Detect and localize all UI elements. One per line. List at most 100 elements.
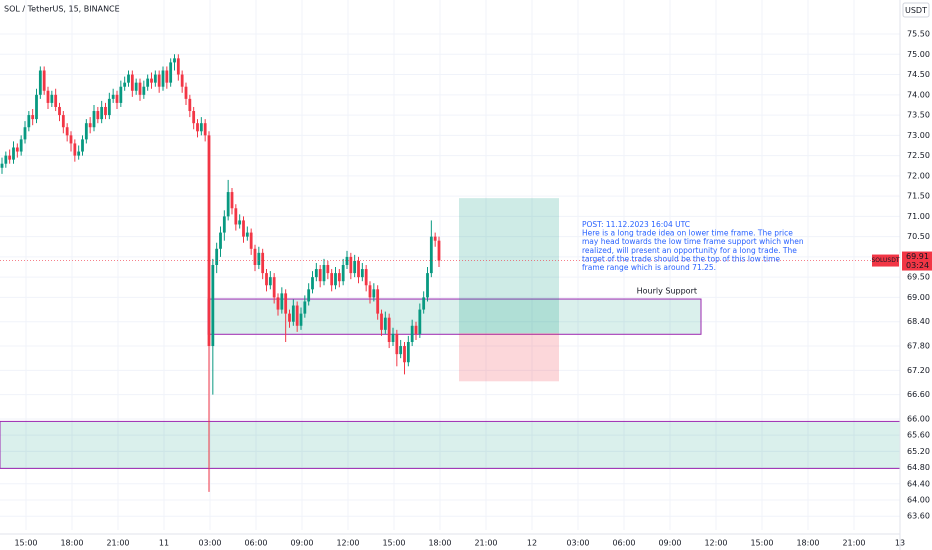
currency[interactable]: USDT [905, 6, 927, 15]
x-tick-label: 18:00 [60, 539, 83, 548]
candle-body [96, 111, 100, 120]
candle-body [12, 147, 15, 160]
candle-body [349, 256, 353, 274]
candle-body [146, 78, 150, 87]
y-tick-label: 71.50 [907, 192, 930, 201]
candle-body [395, 333, 399, 355]
candle-body [92, 111, 96, 128]
y-tick-label: 66.60 [907, 390, 930, 399]
candle-body [426, 273, 429, 298]
candle-body [50, 94, 54, 103]
candle-body [115, 94, 119, 103]
candle-body [272, 277, 276, 298]
candle-body [422, 297, 426, 310]
candle-body [242, 220, 245, 237]
candle-body [276, 297, 280, 310]
candle-body [84, 123, 88, 140]
candle-body [368, 285, 372, 298]
y-tick-label: 63.60 [907, 512, 930, 521]
candle-body [222, 216, 226, 233]
candle-body [184, 86, 188, 99]
x-tick-label: 18:00 [796, 539, 819, 548]
y-tick-label: 65.60 [907, 431, 930, 440]
candle-body [199, 123, 203, 132]
y-tick-label: 64.80 [907, 463, 930, 472]
candle-body [376, 289, 380, 314]
candle-body [42, 70, 46, 91]
candle-body [399, 346, 403, 355]
candle-body [192, 111, 196, 124]
candle-body [387, 317, 391, 342]
x-tick-label: 21:00 [842, 539, 865, 548]
candle-body [337, 273, 341, 282]
candle-body [353, 260, 357, 274]
y-tick-label: 74.00 [907, 90, 930, 99]
currency-box[interactable] [902, 2, 930, 18]
candle-body [437, 240, 441, 261]
x-tick-label: 03:00 [566, 539, 589, 548]
y-tick-label: 75.00 [907, 50, 930, 59]
candle-body [334, 273, 337, 286]
symbol-label: SOLUSDT [871, 257, 899, 264]
chart-title: SOL / TetherUS, 15, BINANCE [4, 5, 120, 14]
y-tick-label: 66.00 [907, 414, 930, 423]
candle-body [307, 289, 311, 302]
candle-body [330, 273, 334, 286]
candle-body [23, 127, 27, 140]
candle-body [150, 78, 153, 83]
x-tick-label: 12:00 [704, 539, 727, 548]
candle-body [4, 155, 8, 164]
y-tick-label: 73.50 [907, 111, 930, 120]
candle-body [19, 139, 23, 152]
candle-body [142, 86, 146, 95]
candle-body [169, 62, 173, 83]
candle-body [429, 236, 433, 274]
x-tick-label: 15:00 [750, 539, 773, 548]
candle-body [360, 269, 364, 278]
x-tick-label: 21:00 [106, 539, 129, 548]
candle-body [176, 58, 180, 75]
x-tick-label: 03:00 [198, 539, 221, 548]
symbol-tag [872, 254, 899, 267]
candle-body [65, 127, 69, 136]
candle-body [165, 70, 169, 83]
candle-body [8, 155, 12, 160]
y-tick-label: 70.50 [907, 232, 930, 241]
y-tick-label: 64.40 [907, 479, 930, 488]
x-tick-label: 09:00 [658, 539, 681, 548]
annotation-text: target of the trade should be the top of… [582, 254, 780, 263]
candle-body [31, 115, 35, 120]
y-tick-label: 65.20 [907, 447, 930, 456]
candle-body [134, 82, 138, 91]
candle-body [288, 313, 291, 322]
y-tick-label: 67.80 [907, 342, 930, 351]
annotation-text: frame range which is around 71.25. [582, 263, 716, 272]
candle-body [35, 94, 38, 120]
candle-body [119, 86, 123, 103]
candle-body [391, 333, 395, 342]
y-tick-label: 64.00 [907, 496, 930, 505]
stop-box [459, 333, 559, 382]
candle-body [433, 236, 437, 241]
x-tick-label: 09:00 [290, 539, 313, 548]
candle-body [341, 265, 345, 282]
candle-body [364, 269, 368, 286]
candle-body [77, 151, 81, 156]
candle-body [291, 305, 295, 322]
candle-body [230, 192, 234, 209]
y-tick-label: 69.50 [907, 273, 930, 282]
target-box [459, 198, 559, 334]
y-tick-label: 71.00 [907, 212, 930, 221]
candle-body [203, 123, 207, 136]
candle-body [357, 260, 360, 278]
candle-body [249, 232, 253, 249]
candle-body [326, 265, 330, 274]
candle-body [157, 74, 161, 87]
candle-body [219, 232, 222, 249]
x-tick-label: 06:00 [612, 539, 635, 548]
candle-body [61, 115, 65, 128]
candle-body [73, 143, 77, 156]
candle-body [253, 248, 257, 265]
candle-body [295, 305, 299, 326]
zone-label: Hourly Support [637, 287, 697, 296]
